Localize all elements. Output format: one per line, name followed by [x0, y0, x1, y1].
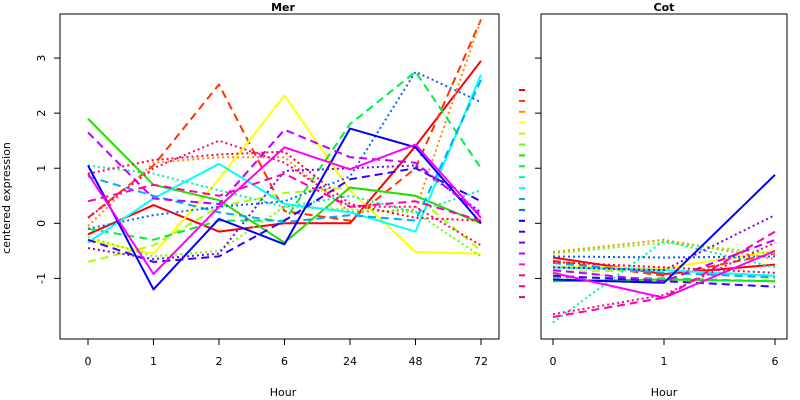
series-layer-cot [552, 174, 776, 324]
x-tick-label-cot-0: 0 [550, 355, 557, 368]
y-tick-label-4: 3 [35, 55, 48, 62]
series-line-mer-17 [87, 172, 482, 222]
series-line-cot-19 [552, 260, 776, 274]
x-tick-label-mer-5: 48 [409, 355, 423, 368]
series-line-mer-1 [87, 19, 482, 222]
series-line-mer-11 [87, 70, 482, 230]
series-line-cot-11 [552, 255, 776, 259]
x-tick-label-mer-1: 1 [150, 355, 157, 368]
panel-title-cot: Cot [654, 1, 675, 14]
series-line-cot-7 [552, 276, 776, 283]
y-tick-label-3: 2 [35, 110, 48, 117]
plot-frame-cot [540, 13, 788, 340]
y-tick-label-1: 0 [35, 220, 48, 227]
panel-cot: Cot 0 1 6 Hour [535, 1, 788, 399]
x-tick-label-mer-4: 24 [343, 355, 357, 368]
series-line-mer-10 [87, 79, 482, 224]
y-ticks-cot [535, 57, 541, 279]
x-tick-label-mer-0: 0 [85, 355, 92, 368]
series-color-key [519, 89, 525, 299]
x-tick-label-cot-1: 1 [661, 355, 668, 368]
series-line-cot-15 [552, 238, 776, 283]
series-line-mer-3 [87, 94, 482, 255]
series-line-mer-14 [87, 164, 482, 261]
series-line-mer-16 [87, 143, 482, 275]
y-tick-label-2: 1 [35, 165, 48, 172]
panel-title-mer: Mer [271, 1, 295, 14]
x-tick-label-cot-2: 6 [772, 355, 779, 368]
series-line-mer-13 [87, 167, 482, 263]
x-tick-label-mer-2: 2 [216, 355, 223, 368]
series-line-mer-0 [87, 60, 482, 236]
series-line-cot-14 [552, 214, 776, 272]
x-tick-label-mer-3: 6 [281, 355, 288, 368]
panel-mer: Mer 0 1 2 6 24 48 72 -1 0 1 2 3 Hour centered expr… [0, 1, 500, 399]
series-layer-mer [87, 19, 482, 291]
series-line-cot-16 [552, 249, 776, 299]
series-line-cot-10 [552, 262, 776, 279]
x-ticks-mer: 0 1 2 6 24 48 72 [85, 339, 488, 368]
series-line-mer-12 [87, 127, 482, 291]
x-axis-label-cot: Hour [651, 386, 678, 399]
x-tick-label-mer-6: 72 [474, 355, 488, 368]
y-ticks-mer: -1 0 1 2 3 [35, 55, 60, 284]
y-axis-label: centered expression [0, 142, 13, 254]
series-line-mer-15 [87, 128, 482, 216]
y-tick-label-0: -1 [35, 273, 48, 284]
series-line-cot-8 [552, 239, 776, 324]
series-line-mer-2 [87, 19, 482, 227]
series-line-mer-8 [87, 164, 482, 214]
series-line-mer-18 [87, 139, 482, 247]
plot-frame-mer [59, 13, 500, 340]
x-ticks-cot: 0 1 6 [550, 339, 779, 368]
series-line-cot-1 [552, 252, 776, 277]
series-line-cot-17 [552, 230, 776, 318]
series-line-cot-5 [552, 241, 776, 255]
series-line-mer-19 [87, 150, 482, 222]
x-axis-label-mer: Hour [270, 386, 297, 399]
series-line-cot-0 [552, 256, 776, 275]
